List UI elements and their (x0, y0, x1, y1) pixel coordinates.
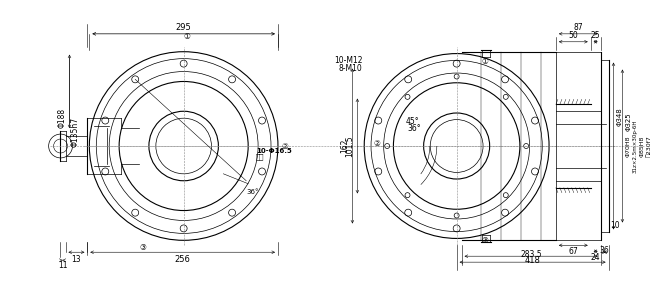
Text: 162: 162 (341, 139, 350, 153)
Text: 31z×2.5m×30p-6H: 31z×2.5m×30p-6H (632, 119, 638, 173)
Text: 8-M10: 8-M10 (339, 64, 362, 73)
Text: 50: 50 (568, 31, 578, 40)
Text: Φ70H8: Φ70H8 (625, 135, 630, 157)
Text: Φ135h7: Φ135h7 (71, 117, 80, 147)
Text: 10: 10 (610, 221, 620, 230)
Text: 均布: 均布 (256, 154, 265, 160)
Text: Φ188: Φ188 (58, 108, 67, 128)
Text: Φ348: Φ348 (616, 107, 623, 126)
Text: 36: 36 (600, 246, 610, 255)
Text: 36°: 36° (246, 189, 259, 195)
Text: 256: 256 (175, 255, 190, 264)
Text: 11: 11 (58, 261, 68, 270)
Text: Φ85H8: Φ85H8 (640, 135, 644, 157)
Text: 10-M12: 10-M12 (334, 56, 362, 65)
Text: 67: 67 (568, 247, 578, 256)
Text: 283.5: 283.5 (520, 250, 542, 259)
Text: ②: ② (374, 138, 381, 148)
Text: 101.5: 101.5 (345, 135, 354, 157)
Text: ①: ① (481, 57, 488, 66)
Text: 295: 295 (176, 23, 192, 32)
Text: 418: 418 (525, 256, 541, 265)
Text: 13: 13 (72, 255, 81, 264)
Text: 87: 87 (573, 23, 583, 32)
Text: 25: 25 (591, 31, 601, 40)
Text: 45°: 45° (405, 117, 419, 126)
Text: ③: ③ (481, 236, 488, 245)
Text: 36°: 36° (407, 124, 421, 133)
Text: ①: ① (183, 32, 190, 41)
Text: Φ325: Φ325 (625, 112, 631, 131)
Text: 10-Φ16.5: 10-Φ16.5 (256, 148, 292, 154)
Text: ③: ③ (140, 243, 146, 252)
Text: ②: ② (282, 141, 289, 151)
Text: ΢230f7: ΢230f7 (646, 135, 650, 157)
Text: 24: 24 (591, 253, 601, 262)
